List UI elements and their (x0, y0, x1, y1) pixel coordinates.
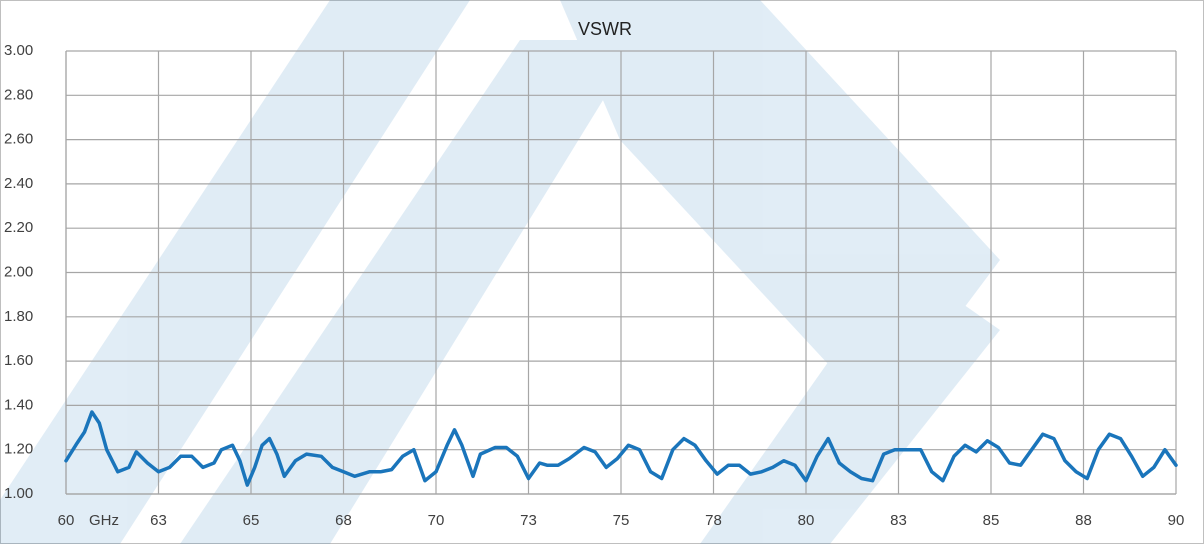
y-tick-label: 1.80 (4, 308, 33, 325)
x-tick-label: 70 (428, 512, 445, 529)
y-tick-label: 2.40 (4, 175, 33, 192)
x-tick-label: 88 (1075, 512, 1092, 529)
x-tick-label: 63 (150, 512, 167, 529)
x-tick-label: 65 (243, 512, 260, 529)
x-axis-label: GHz (89, 512, 119, 529)
x-tick-label: 85 (983, 512, 1000, 529)
x-tick-label: 73 (520, 512, 537, 529)
y-tick-label: 1.60 (4, 352, 33, 369)
y-tick-label: 2.60 (4, 131, 33, 148)
y-tick-label: 2.80 (4, 86, 33, 103)
chart: VSWR GHz 1.00 1.20 1.40 1.60 1.80 2.00 2.20 2.4… (0, 0, 1204, 544)
y-tick-label: 2.20 (4, 219, 33, 236)
x-tick-label: 75 (613, 512, 630, 529)
y-tick-label: 1.40 (4, 396, 33, 413)
x-tick-label: 60 (58, 512, 75, 529)
chart-title: VSWR (578, 19, 632, 39)
y-tick-label: 3.00 (4, 42, 33, 59)
x-tick-label: 68 (335, 512, 352, 529)
x-tick-label: 78 (705, 512, 722, 529)
x-tick-label: 90 (1168, 512, 1185, 529)
y-tick-label: 1.00 (4, 485, 33, 502)
y-tick-label: 2.00 (4, 263, 33, 280)
y-tick-label: 1.20 (4, 441, 33, 458)
x-tick-label: 83 (890, 512, 907, 529)
page: {"chart_data": {"type": "line", "title":… (0, 0, 1204, 544)
x-tick-label: 80 (798, 512, 815, 529)
